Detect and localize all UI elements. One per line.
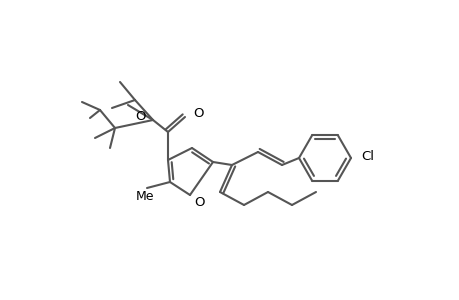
Text: O: O [135,110,146,122]
Text: Cl: Cl [360,149,373,163]
Text: Me: Me [135,190,154,202]
Text: O: O [193,106,203,119]
Text: O: O [194,196,204,209]
